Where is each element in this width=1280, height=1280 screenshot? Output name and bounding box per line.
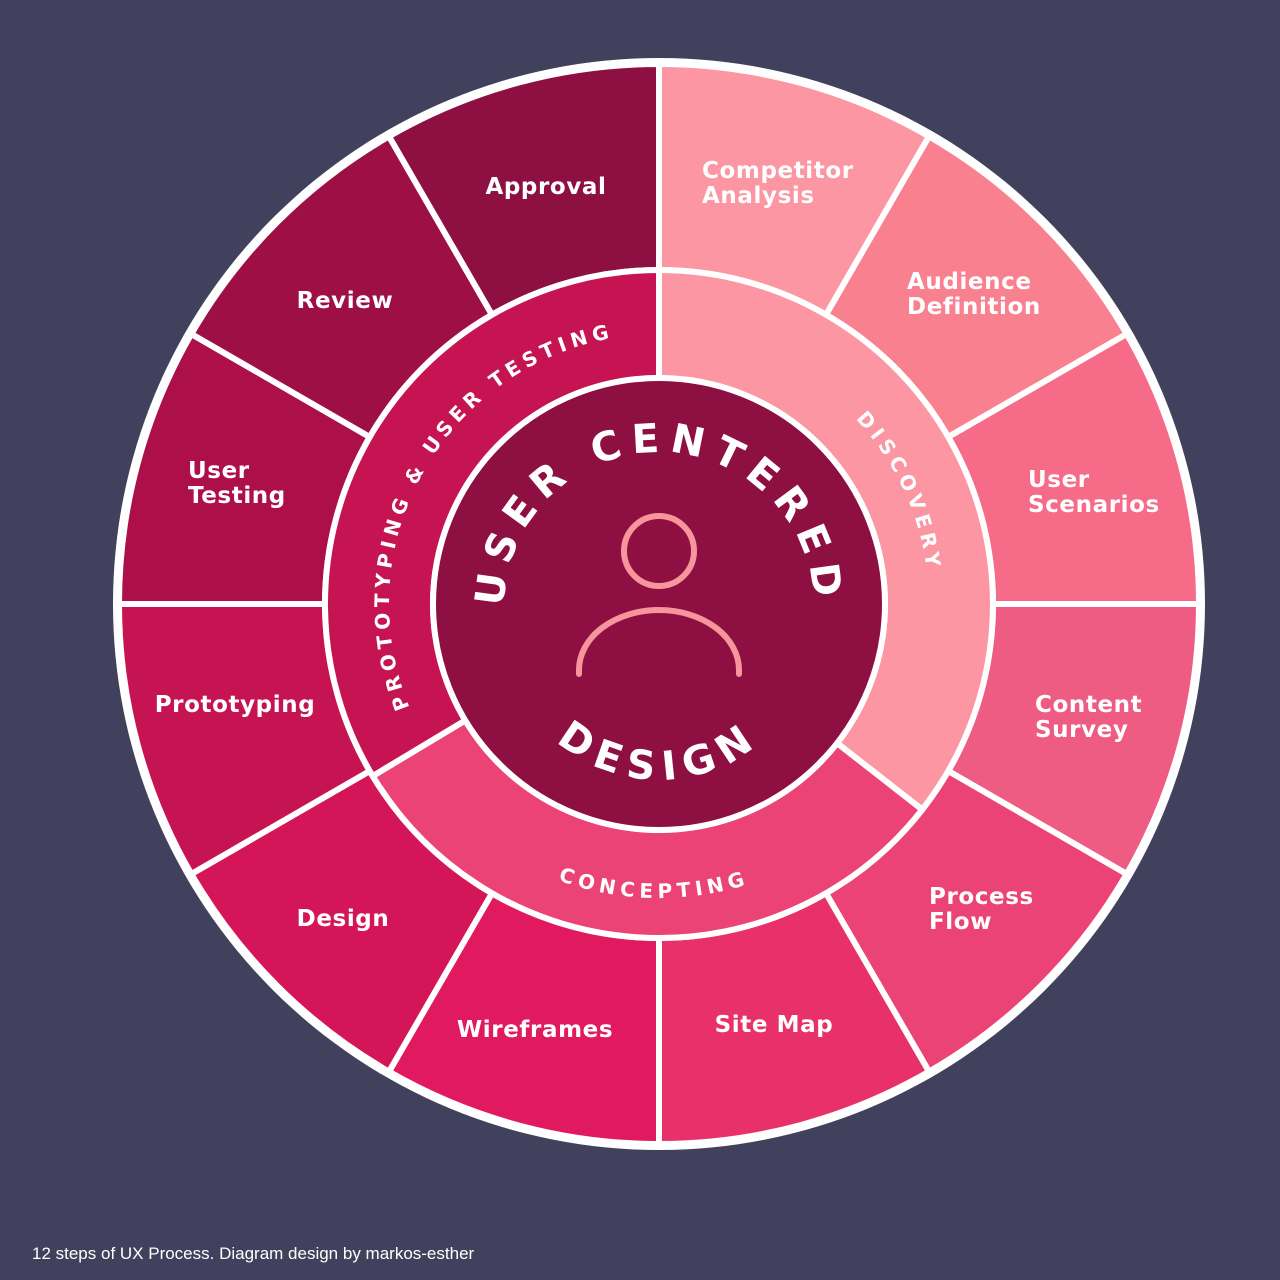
step-label-line: Process bbox=[929, 884, 1034, 910]
step-label-line: Definition bbox=[907, 294, 1041, 320]
step-label-line: Survey bbox=[1035, 717, 1128, 743]
step-label-line: Content bbox=[1035, 692, 1142, 718]
step-label-line: User bbox=[188, 458, 250, 484]
step-label-process-flow: Process Flow bbox=[929, 884, 1034, 935]
user-icon-head bbox=[621, 513, 697, 589]
step-label-audience-definition: Audience Definition bbox=[907, 269, 1041, 320]
step-label-line: Approval bbox=[485, 174, 606, 200]
step-label-line: Testing bbox=[188, 483, 286, 509]
step-label-approval: Approval bbox=[485, 174, 606, 200]
caption: 12 steps of UX Process. Diagram design b… bbox=[32, 1244, 475, 1263]
step-label-site-map: Site Map bbox=[715, 1012, 834, 1038]
step-labels: Competitor Analysis Audience Definition User… bbox=[155, 158, 1160, 1043]
step-label-line: User bbox=[1028, 467, 1090, 493]
step-label-review: Review bbox=[297, 288, 394, 314]
step-label-user-testing: User Testing bbox=[188, 458, 286, 509]
step-label-line: Design bbox=[297, 906, 390, 932]
step-label-design: Design bbox=[297, 906, 390, 932]
step-label-line: Site Map bbox=[715, 1012, 834, 1038]
step-label-line: Wireframes bbox=[457, 1017, 613, 1043]
step-label-user-scenarios: User Scenarios bbox=[1028, 467, 1160, 518]
user-icon bbox=[576, 513, 742, 677]
step-label-line: Review bbox=[297, 288, 394, 314]
step-label-wireframes: Wireframes bbox=[457, 1017, 613, 1043]
step-label-line: Scenarios bbox=[1028, 492, 1160, 518]
center-disc bbox=[430, 375, 888, 833]
step-label-line: Flow bbox=[929, 909, 992, 935]
user-icon-body bbox=[576, 607, 742, 677]
step-label-line: Prototyping bbox=[155, 692, 316, 718]
step-label-line: Audience bbox=[907, 269, 1032, 295]
step-label-competitor-analysis: Competitor Analysis bbox=[702, 158, 854, 209]
step-label-line: Analysis bbox=[702, 183, 815, 209]
step-label-prototyping: Prototyping bbox=[155, 692, 316, 718]
step-label-content-survey: Content Survey bbox=[1035, 692, 1142, 743]
outer-step-ring bbox=[115, 60, 1203, 1148]
step-label-line: Competitor bbox=[702, 158, 854, 184]
